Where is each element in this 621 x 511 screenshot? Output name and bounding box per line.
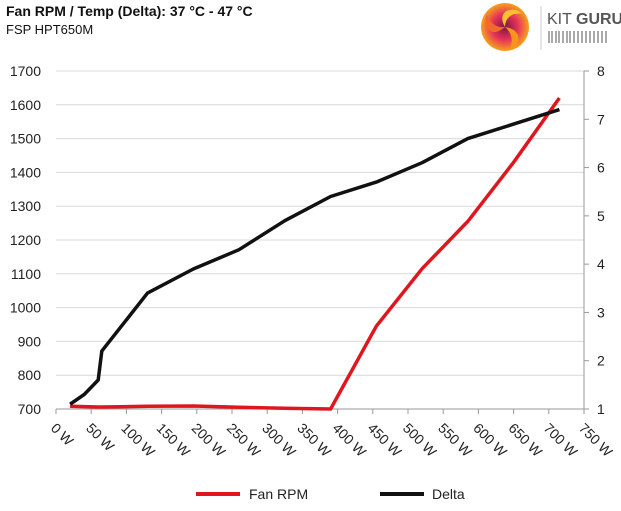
x-tick-label: 350 W [294, 420, 334, 460]
logo-kit: KIT [547, 11, 572, 28]
y-tick-label: 800 [18, 367, 42, 383]
x-tick-label: 400 W [329, 420, 369, 460]
x-tick-label: 500 W [400, 420, 440, 460]
y2-tick-label: 8 [597, 63, 605, 79]
y-tick-label: 1300 [10, 198, 41, 214]
x-tick-label: 650 W [505, 420, 545, 460]
y2-tick-label: 3 [597, 304, 605, 320]
x-tick-label: 100 W [118, 420, 158, 460]
x-tick-label: 700 W [541, 420, 581, 460]
y2-tick-label: 7 [597, 111, 605, 127]
y2-tick-label: 5 [597, 208, 605, 224]
x-tick-label: 300 W [259, 420, 299, 460]
y-tick-label: 1000 [10, 300, 41, 316]
y2-tick-label: 2 [597, 353, 605, 369]
y-tick-label: 900 [18, 333, 42, 349]
x-tick-label: 150 W [153, 420, 193, 460]
y2-tick-label: 1 [597, 401, 605, 417]
chart-subtitle: FSP HPT650M [6, 22, 94, 37]
x-tick-label: 450 W [365, 420, 405, 460]
y2-tick-label: 4 [597, 256, 605, 272]
x-tick-label: 600 W [470, 420, 510, 460]
y-tick-label: 1200 [10, 232, 41, 248]
kitguru-logo: KIT GURU [481, 3, 621, 51]
logo-guru: GURU [576, 11, 621, 28]
x-tick-label: 50 W [83, 420, 118, 455]
legend-label-delta: Delta [432, 486, 465, 502]
y-tick-label: 1700 [10, 63, 41, 79]
y-tick-label: 1600 [10, 97, 41, 113]
legend-label-fan-rpm: Fan RPM [249, 486, 308, 502]
x-tick-label: 550 W [435, 420, 475, 460]
x-tick-label: 250 W [224, 420, 264, 460]
legend: Fan RPM Delta [196, 486, 465, 502]
y2-tick-label: 6 [597, 160, 605, 176]
series-line-fan-rpm [70, 96, 561, 411]
y-tick-label: 1500 [10, 131, 41, 147]
series-line-delta [69, 107, 560, 406]
y-tick-label: 700 [18, 401, 42, 417]
y-tick-label: 1100 [11, 266, 41, 282]
chart-title: Fan RPM / Temp (Delta): 37 °C - 47 °C [6, 3, 253, 19]
x-tick-label: 200 W [189, 420, 229, 460]
x-tick-label: 0 W [48, 420, 77, 449]
y-tick-label: 1400 [10, 164, 41, 180]
x-tick-label: 750 W [576, 420, 616, 460]
